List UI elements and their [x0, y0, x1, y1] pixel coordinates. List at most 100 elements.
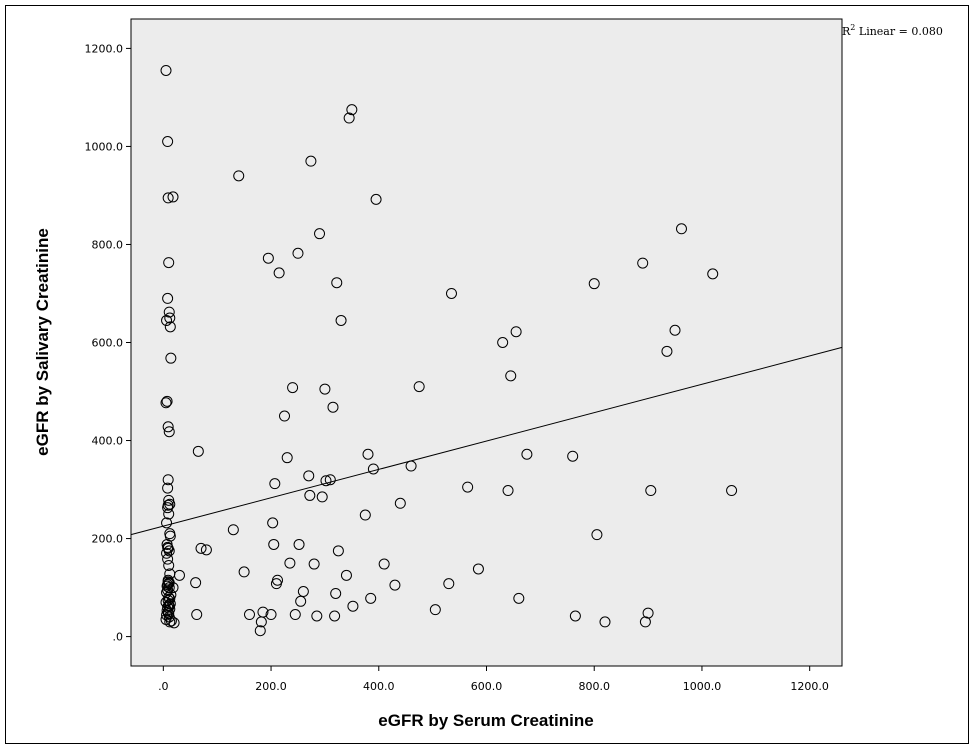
data-point [162, 474, 174, 486]
data-point [173, 569, 185, 581]
data-point [359, 509, 371, 521]
data-point [190, 577, 202, 589]
x-tick-label: 800.0 [578, 680, 610, 693]
data-point [370, 193, 382, 205]
data-point [238, 566, 250, 578]
r2-label: R2 Linear = 0.080 [842, 23, 943, 38]
data-point [162, 502, 174, 514]
data-point [268, 538, 280, 550]
data-point [510, 326, 522, 338]
data-point [331, 277, 343, 289]
data-point [413, 381, 425, 393]
data-point [591, 529, 603, 541]
data-point [160, 397, 172, 409]
data-point [295, 595, 307, 607]
data-point [389, 579, 401, 591]
data-point [362, 448, 374, 460]
data-point [163, 545, 175, 557]
data-point [281, 452, 293, 464]
data-point [165, 352, 177, 364]
data-point [327, 401, 339, 413]
y-axis-title: eGFR by Salivary Creatinine [33, 228, 52, 456]
data-point [661, 345, 673, 357]
y-tick-label: 1200.0 [85, 42, 124, 55]
data-point [675, 223, 687, 235]
data-point [161, 395, 173, 407]
x-tick-label: 600.0 [471, 680, 503, 693]
data-point [265, 609, 277, 621]
x-tick-label: 1200.0 [790, 680, 829, 693]
data-point [726, 485, 738, 497]
data-point [254, 625, 266, 637]
data-point [160, 64, 172, 76]
data-point [163, 257, 175, 269]
x-tick-label: 200.0 [255, 680, 287, 693]
data-point [272, 574, 284, 586]
data-point [163, 426, 175, 438]
data-point [521, 448, 533, 460]
data-point [200, 544, 212, 556]
data-point [161, 605, 173, 617]
data-point [378, 558, 390, 570]
data-point [168, 617, 180, 629]
y-tick-label: 600.0 [92, 337, 124, 350]
data-point [164, 603, 176, 615]
data-point [316, 491, 328, 503]
y-axis-ticks: .0 200.0 400.0 600.0 800.0 1000.0 1200.0 [85, 42, 131, 644]
data-point [269, 478, 281, 490]
data-point [443, 578, 455, 590]
data-point [303, 470, 315, 482]
data-point [163, 560, 175, 572]
r2-label-suffix: Linear = 0.080 [855, 25, 942, 38]
data-point [304, 489, 316, 501]
r2-label-prefix: R [842, 25, 851, 38]
data-point [162, 292, 174, 304]
data-point [244, 609, 255, 621]
data-point [311, 610, 323, 622]
data-point [164, 321, 176, 333]
data-point [335, 314, 347, 326]
x-axis-ticks: .0 200.0 400.0 600.0 800.0 1000.0 1200.0 [158, 666, 829, 693]
data-point [167, 191, 179, 203]
data-point [267, 517, 279, 529]
data-point [320, 475, 332, 487]
data-point [308, 558, 320, 570]
data-point [305, 155, 317, 167]
x-axis-title: eGFR by Serum Creatinine [378, 711, 593, 730]
y-tick-label: 1000.0 [85, 140, 124, 153]
data-point [314, 228, 326, 240]
data-point [164, 616, 176, 628]
data-point [284, 557, 296, 569]
data-point [329, 610, 341, 622]
data-point [588, 278, 600, 290]
data-point [162, 421, 174, 433]
data-point [279, 410, 291, 422]
data-point [319, 383, 331, 395]
x-tick-label: 400.0 [363, 680, 395, 693]
data-point [445, 287, 457, 299]
data-point [289, 609, 301, 621]
data-point [505, 370, 517, 382]
data-point [462, 481, 474, 493]
data-point [346, 104, 358, 116]
data-point [257, 606, 269, 618]
data-point [332, 545, 344, 557]
data-point [262, 252, 274, 264]
data-point [293, 538, 305, 550]
data-point [162, 482, 174, 494]
x-tick-label: 1000.0 [683, 680, 722, 693]
y-tick-label: .0 [113, 631, 124, 644]
data-point [367, 463, 379, 475]
data-point [287, 382, 299, 394]
data-point [330, 587, 342, 599]
data-point [163, 608, 175, 620]
r2-label-superscript: 2 [850, 23, 855, 32]
data-point [669, 324, 681, 336]
data-point [340, 569, 352, 581]
data-point [163, 508, 175, 520]
data-point [497, 337, 509, 348]
data-point [233, 170, 245, 182]
data-point [429, 604, 441, 616]
data-point [637, 257, 649, 269]
data-point [163, 306, 175, 318]
